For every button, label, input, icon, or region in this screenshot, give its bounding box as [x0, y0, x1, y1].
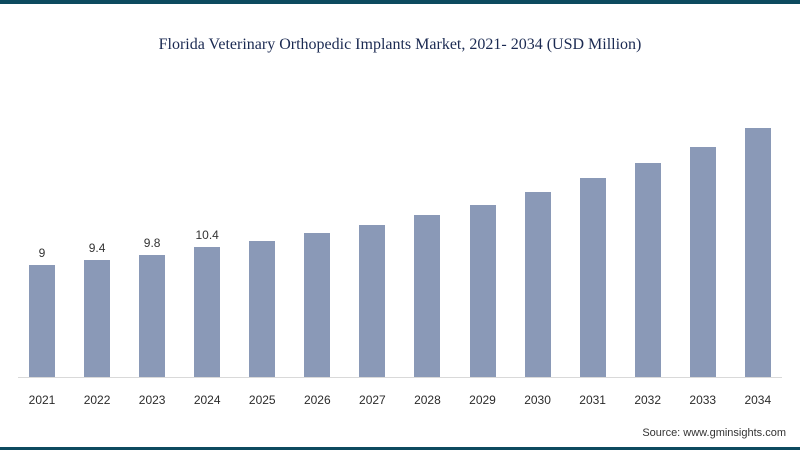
bar-column [348, 206, 396, 377]
x-tick-label: 2025 [248, 393, 276, 407]
x-tick-label: 2024 [193, 393, 221, 407]
bar-series: 9 9.4 9.8 10.4 [18, 104, 782, 378]
bar [524, 192, 551, 377]
source-attribution: Source: www.gminsights.com [642, 427, 786, 439]
bar-column [238, 222, 286, 377]
x-tick-label: 2030 [524, 393, 551, 407]
bar-column [569, 159, 617, 377]
bar [194, 247, 221, 377]
x-tick-label: 2023 [138, 393, 166, 407]
x-tick-label: 2034 [744, 393, 772, 407]
plot-area: 9 9.4 9.8 10.4 [18, 104, 782, 378]
bar [579, 178, 606, 377]
bar-column: 9 [18, 245, 66, 377]
x-tick-label: 2021 [28, 393, 56, 407]
bar-value-label: 9.4 [88, 240, 106, 255]
bar-column [514, 173, 562, 377]
x-tick-label: 2026 [303, 393, 331, 407]
x-tick-label: 2028 [414, 393, 441, 407]
bar [304, 233, 331, 377]
bar-value-label: 9.8 [143, 235, 161, 250]
x-tick-label: 2032 [634, 393, 662, 407]
bar-column [624, 144, 672, 377]
x-tick-label: 2029 [469, 393, 496, 407]
bar [359, 224, 386, 377]
x-tick-label: 2031 [579, 393, 606, 407]
bar-column [734, 109, 782, 377]
bar [689, 147, 716, 377]
x-tick-label: 2022 [83, 393, 111, 407]
bar [84, 259, 111, 377]
bar [29, 264, 55, 377]
bar-column [293, 214, 341, 377]
bar [744, 128, 771, 377]
bar-column: 9.8 [128, 235, 176, 377]
bar-column: 10.4 [183, 228, 231, 377]
bar [414, 214, 441, 377]
x-axis: 2021 2022 2023 2024 2025 2026 2027 2028 2029 2030… [18, 393, 782, 407]
bar-column [459, 186, 507, 377]
bar [249, 240, 276, 377]
bar-column: 9.4 [73, 240, 121, 377]
x-tick-label: 2027 [359, 393, 386, 407]
bar [139, 254, 166, 377]
x-tick-label: 2033 [689, 393, 717, 407]
bar [634, 163, 661, 377]
bar-column [403, 196, 451, 377]
chart-title: Florida Veterinary Orthopedic Implants M… [158, 36, 642, 53]
bar [469, 204, 496, 377]
bar-column [679, 128, 727, 377]
bar-value-label: 9 [38, 245, 46, 260]
bar-value-label: 10.4 [195, 228, 219, 242]
